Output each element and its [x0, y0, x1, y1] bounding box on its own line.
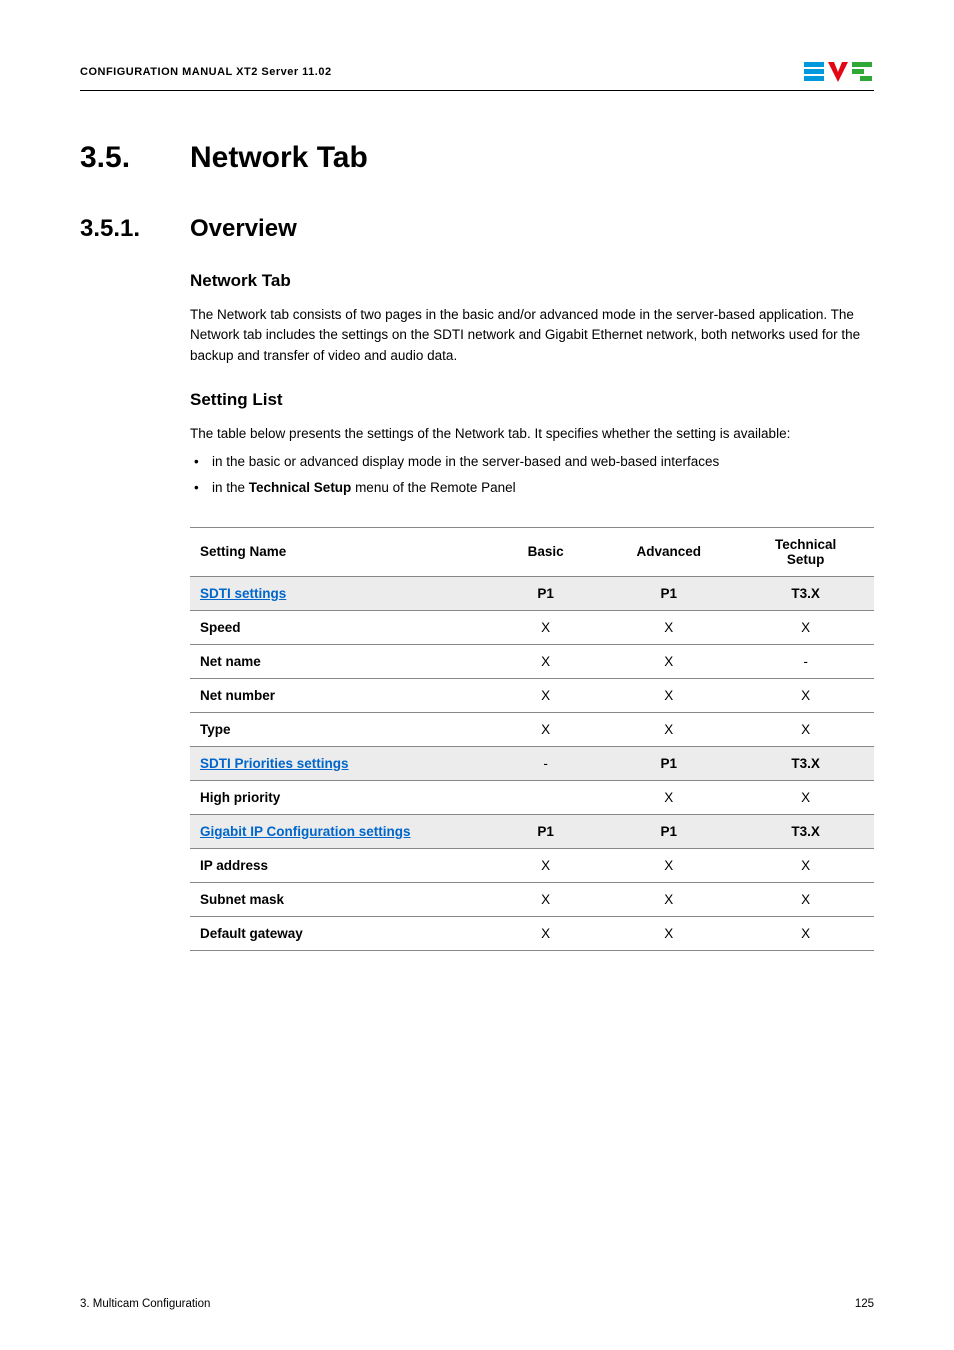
- header-title: CONFIGURATION MANUAL XT2 Server 11.02: [80, 66, 332, 78]
- cell-advanced: X: [600, 916, 737, 950]
- table-header-row: Setting Name Basic Advanced TechnicalSet…: [190, 527, 874, 576]
- cell-basic: -: [491, 746, 600, 780]
- cell-advanced: P1: [600, 746, 737, 780]
- cell-basic: P1: [491, 814, 600, 848]
- bullet-list: in the basic or advanced display mode in…: [190, 452, 874, 499]
- table-row: High priority X X: [190, 780, 874, 814]
- footer-page-number: 125: [855, 1298, 874, 1310]
- bullet-item: in the basic or advanced display mode in…: [190, 452, 874, 472]
- cell-basic: X: [491, 644, 600, 678]
- table-row: SDTI settings P1 P1 T3.X: [190, 576, 874, 610]
- table-row: Gigabit IP Configuration settings P1 P1 …: [190, 814, 874, 848]
- cell-name: Type: [190, 712, 491, 746]
- cell-tech: X: [737, 882, 874, 916]
- cell-name: SDTI settings: [190, 576, 491, 610]
- section-title-1: Network Tab: [190, 141, 368, 174]
- cell-tech: X: [737, 712, 874, 746]
- cell-advanced: P1: [600, 814, 737, 848]
- cell-name: Speed: [190, 610, 491, 644]
- section-number-2: 3.5.1.: [80, 215, 190, 243]
- cell-tech: T3.X: [737, 746, 874, 780]
- settings-table: Setting Name Basic Advanced TechnicalSet…: [190, 527, 874, 951]
- subheading-setting-list: Setting List: [190, 390, 874, 410]
- section-number-1: 3.5.: [80, 141, 190, 175]
- cell-advanced: P1: [600, 576, 737, 610]
- cell-basic: X: [491, 678, 600, 712]
- cell-basic: X: [491, 610, 600, 644]
- col-setting-name: Setting Name: [190, 527, 491, 576]
- link-gigabit-ip[interactable]: Gigabit IP Configuration settings: [200, 824, 411, 839]
- table-row: Type X X X: [190, 712, 874, 746]
- cell-tech: X: [737, 848, 874, 882]
- cell-basic: X: [491, 712, 600, 746]
- bullet-item: in the Technical Setup menu of the Remot…: [190, 478, 874, 498]
- cell-tech: X: [737, 916, 874, 950]
- table-row: Subnet mask X X X: [190, 882, 874, 916]
- cell-name: Net name: [190, 644, 491, 678]
- col-advanced: Advanced: [600, 527, 737, 576]
- cell-tech: X: [737, 678, 874, 712]
- para-setting-list-intro: The table below presents the settings of…: [190, 424, 874, 444]
- section-title-2: Overview: [190, 215, 297, 242]
- cell-basic: X: [491, 882, 600, 916]
- cell-tech: X: [737, 780, 874, 814]
- table-row: Speed X X X: [190, 610, 874, 644]
- col-basic: Basic: [491, 527, 600, 576]
- cell-advanced: X: [600, 780, 737, 814]
- cell-advanced: X: [600, 712, 737, 746]
- page-footer: 3. Multicam Configuration 125: [80, 1298, 874, 1310]
- cell-tech: T3.X: [737, 814, 874, 848]
- cell-name: High priority: [190, 780, 491, 814]
- cell-name: IP address: [190, 848, 491, 882]
- col-technical-setup: TechnicalSetup: [737, 527, 874, 576]
- section-heading-2: 3.5.1.Overview: [80, 215, 874, 243]
- table-row: Net name X X -: [190, 644, 874, 678]
- table-row: IP address X X X: [190, 848, 874, 882]
- para-network-tab: The Network tab consists of two pages in…: [190, 305, 874, 366]
- link-sdti-priorities[interactable]: SDTI Priorities settings: [200, 756, 349, 771]
- cell-basic: X: [491, 848, 600, 882]
- cell-tech: X: [737, 610, 874, 644]
- table-row: SDTI Priorities settings - P1 T3.X: [190, 746, 874, 780]
- cell-tech: T3.X: [737, 576, 874, 610]
- cell-basic: P1: [491, 576, 600, 610]
- subheading-network-tab: Network Tab: [190, 271, 874, 291]
- cell-name: Gigabit IP Configuration settings: [190, 814, 491, 848]
- cell-advanced: X: [600, 644, 737, 678]
- table-row: Default gateway X X X: [190, 916, 874, 950]
- cell-advanced: X: [600, 882, 737, 916]
- cell-name: Default gateway: [190, 916, 491, 950]
- cell-name: Subnet mask: [190, 882, 491, 916]
- cell-name: Net number: [190, 678, 491, 712]
- table-row: Net number X X X: [190, 678, 874, 712]
- page-header: CONFIGURATION MANUAL XT2 Server 11.02: [80, 60, 874, 91]
- cell-advanced: X: [600, 610, 737, 644]
- cell-advanced: X: [600, 678, 737, 712]
- link-sdti-settings[interactable]: SDTI settings: [200, 586, 286, 601]
- footer-left: 3. Multicam Configuration: [80, 1298, 210, 1310]
- cell-advanced: X: [600, 848, 737, 882]
- cell-basic: X: [491, 916, 600, 950]
- section-heading-1: 3.5.Network Tab: [80, 141, 874, 175]
- cell-name: SDTI Priorities settings: [190, 746, 491, 780]
- cell-tech: -: [737, 644, 874, 678]
- evs-logo: [804, 60, 874, 84]
- cell-basic: [491, 780, 600, 814]
